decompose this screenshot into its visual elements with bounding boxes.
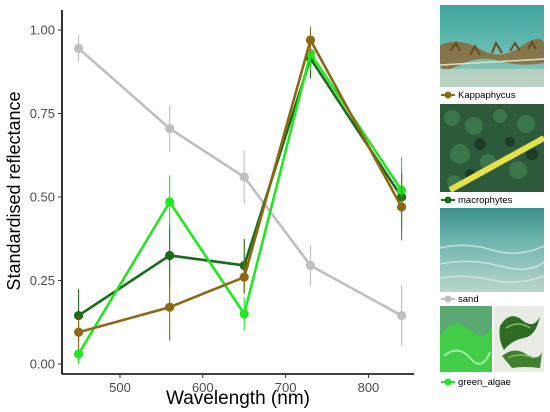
macrophytes-photo — [440, 104, 544, 192]
legend-key-sand: sand — [440, 292, 479, 306]
legend-label-sand: sand — [458, 293, 479, 305]
legend-label-green-algae: green_algae — [458, 376, 511, 388]
data-point-green-algae — [73, 349, 84, 359]
data-point-kappaphycus — [73, 327, 84, 337]
data-point-sand — [73, 43, 84, 54]
data-point-green-algae — [165, 197, 175, 207]
data-point-green-algae — [239, 309, 249, 319]
y-tick-label: 1.00 — [30, 23, 55, 38]
legend-label-kappaphycus: Kappaphycus — [458, 89, 516, 101]
legend-key-kappaphycus: Kappaphycus — [440, 88, 516, 102]
series-line-green-algae — [77, 52, 403, 355]
x-tick-label: 600 — [192, 380, 214, 395]
x-axis-title: Wavelength (nm) — [166, 388, 310, 409]
y-tick-label: 0.25 — [30, 273, 55, 288]
data-point-sand — [396, 310, 407, 321]
kappaphycus-photo — [440, 5, 544, 87]
data-point-kappaphycus — [165, 302, 175, 312]
data-point-macrophytes — [165, 250, 175, 261]
y-tick-label: 0.75 — [30, 106, 55, 121]
y-axis-title: Standardised reflectance — [4, 91, 24, 290]
data-point-kappaphycus — [305, 35, 316, 45]
legend-key-macrophytes: macrophytes — [440, 193, 512, 207]
reflectance-chart: 0.00 0.25 0.50 0.75 1.00 500 600 700 800 Wavelen… — [4, 10, 414, 409]
data-point-sand — [305, 260, 316, 271]
series-sand — [73, 35, 407, 346]
data-point-sand — [165, 123, 175, 134]
legend-label-macrophytes: macrophytes — [458, 194, 513, 206]
legend: Kappaphycus macrophytes — [440, 0, 546, 412]
green-algae-photo — [440, 306, 544, 372]
series-kappaphycus — [73, 26, 407, 349]
data-point-kappaphycus — [239, 272, 249, 282]
x-tick-label: 500 — [109, 380, 131, 395]
series-green-algae — [73, 36, 407, 364]
series-macrophytes — [73, 38, 407, 343]
x-tick-label: 700 — [275, 380, 297, 395]
data-point-kappaphycus — [396, 202, 407, 212]
x-tick-label: 800 — [358, 380, 380, 395]
data-point-sand — [239, 172, 249, 182]
sand-photo — [440, 208, 544, 292]
y-tick-label: 0.00 — [30, 356, 55, 371]
legend-key-green-algae: green_algae — [440, 375, 511, 389]
y-tick-label: 0.50 — [30, 190, 55, 205]
